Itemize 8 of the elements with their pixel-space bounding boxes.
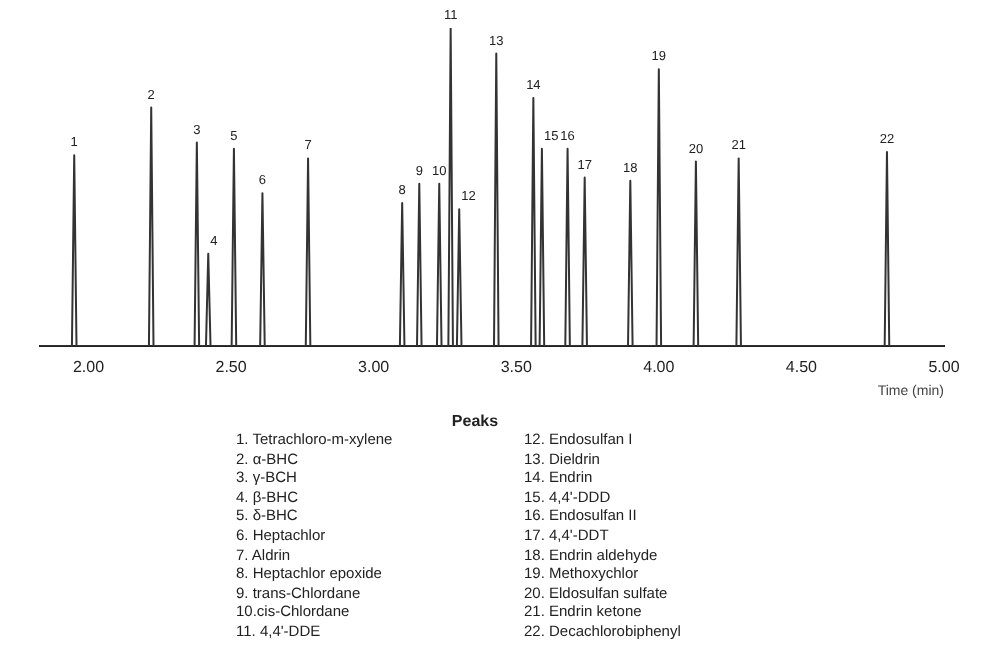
- x-tick-label: 4.00: [643, 358, 676, 377]
- legend-title: Peaks: [449, 412, 501, 430]
- x-tick-label: 3.50: [500, 358, 533, 377]
- x-tick-label: 2.50: [215, 358, 248, 377]
- x-tick-label: 2.00: [72, 358, 106, 377]
- x-tick-label: 4.50: [785, 358, 819, 377]
- x-tick-label: 5.00: [928, 358, 961, 377]
- x-tick-label: 3.00: [358, 358, 391, 377]
